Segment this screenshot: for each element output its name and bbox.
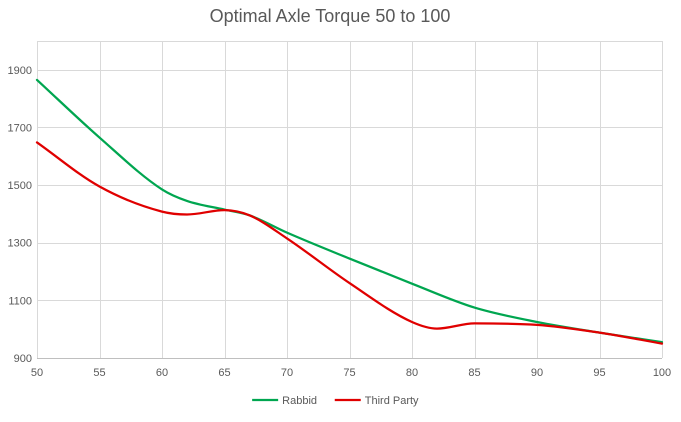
x-tick-label: 65 bbox=[218, 367, 230, 379]
x-tick-label: 55 bbox=[93, 367, 105, 379]
x-tick-label: 60 bbox=[156, 367, 168, 379]
y-tick-label: 1700 bbox=[8, 122, 32, 134]
series-layer bbox=[35, 78, 664, 345]
x-tick-label: 95 bbox=[593, 367, 605, 379]
legend-label-third-party: Third Party bbox=[365, 395, 419, 407]
y-tick-label: 1900 bbox=[8, 65, 32, 77]
x-tick-label: 75 bbox=[343, 367, 355, 379]
x-tick-label: 50 bbox=[31, 367, 43, 379]
x-tick-label: 90 bbox=[531, 367, 543, 379]
legend: Rabbid Third Party bbox=[252, 395, 419, 407]
x-tick-label: 80 bbox=[406, 367, 418, 379]
series-line-third-party bbox=[35, 141, 664, 345]
axis-layer: 50 55 60 65 70 75 80 85 90 95 100 900 1100 1300 1500 17… bbox=[8, 65, 672, 379]
x-tick-label: 100 bbox=[653, 367, 671, 379]
series-line-rabbid bbox=[35, 78, 664, 344]
x-tick-label: 70 bbox=[281, 367, 293, 379]
legend-label-rabbid: Rabbid bbox=[282, 395, 317, 407]
chart-title: Optimal Axle Torque 50 to 100 bbox=[210, 6, 451, 26]
grid-layer bbox=[37, 41, 663, 358]
y-tick-label: 1100 bbox=[8, 295, 32, 307]
x-tick-label: 85 bbox=[468, 367, 480, 379]
y-tick-label: 1500 bbox=[8, 180, 32, 192]
y-tick-label: 1300 bbox=[8, 238, 32, 250]
y-tick-label: 900 bbox=[14, 353, 32, 365]
